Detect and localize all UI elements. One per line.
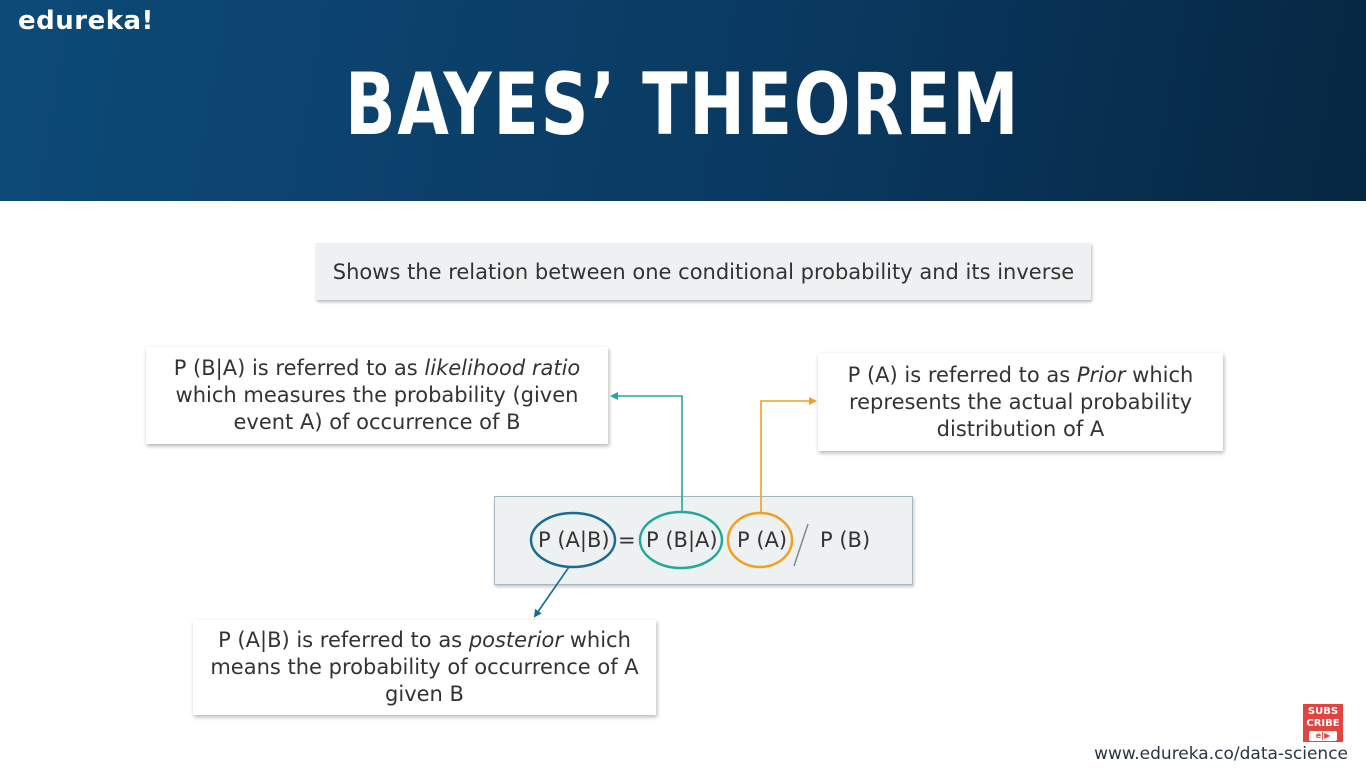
- slide-title-wrap: BAYES’ THEOREM: [0, 50, 1366, 160]
- prior-description: P (A) is referred to as Prior which repr…: [818, 362, 1223, 443]
- formula-box: [494, 496, 913, 585]
- prior-card: P (A) is referred to as Prior which repr…: [818, 353, 1223, 451]
- footer-url[interactable]: www.edureka.co/data-science: [1094, 744, 1348, 764]
- subtitle-text: Shows the relation between one condition…: [332, 259, 1075, 284]
- likelihood-ellipse: [638, 510, 724, 570]
- posterior-description: P (A|B) is referred to as posterior whic…: [193, 627, 656, 708]
- subscribe-label-2: CRIBE: [1306, 718, 1340, 729]
- likelihood-term: likelihood ratio: [424, 356, 581, 380]
- posterior-card: P (A|B) is referred to as posterior whic…: [193, 620, 656, 715]
- likelihood-rest: which measures the probability (given ev…: [175, 383, 579, 434]
- formula-equals: =: [618, 528, 636, 552]
- subscribe-button[interactable]: SUBS CRIBE e|▶: [1303, 704, 1343, 742]
- prior-ellipse: [726, 511, 794, 569]
- subtitle-box: Shows the relation between one condition…: [316, 243, 1091, 300]
- brand-logo: edureka!: [18, 6, 154, 36]
- formula-prior-term: P (A): [737, 528, 788, 552]
- formula-posterior-term: P (A|B): [538, 528, 610, 552]
- likelihood-prefix: P (B|A) is referred to as: [173, 356, 425, 380]
- posterior-rest: which means the probability of occurrenc…: [210, 628, 639, 706]
- fraction-slash: [793, 523, 809, 567]
- slide-title: BAYES’ THEOREM: [345, 55, 1021, 155]
- posterior-prefix: P (A|B) is referred to as: [218, 628, 469, 652]
- posterior-connector-arrow: [533, 566, 570, 618]
- posterior-ellipse: [529, 511, 617, 569]
- likelihood-card: P (B|A) is referred to as likelihood rat…: [146, 347, 608, 444]
- prior-term: Prior: [1076, 362, 1126, 387]
- prior-prefix: P (A) is referred to as: [847, 362, 1077, 387]
- prior-connector-arrow: [760, 397, 817, 513]
- header-banner: edureka! BAYES’ THEOREM: [0, 0, 1366, 201]
- likelihood-connector-arrow: [610, 392, 683, 512]
- subscribe-play-icon: e|▶: [1309, 731, 1337, 741]
- subscribe-label-1: SUBS: [1307, 706, 1339, 717]
- formula-evidence-term: P (B): [820, 528, 871, 552]
- posterior-term: posterior: [468, 628, 564, 652]
- prior-rest: which represents the actual probability …: [848, 362, 1194, 441]
- formula-likelihood-term: P (B|A): [646, 528, 718, 552]
- likelihood-description: P (B|A) is referred to as likelihood rat…: [146, 355, 608, 436]
